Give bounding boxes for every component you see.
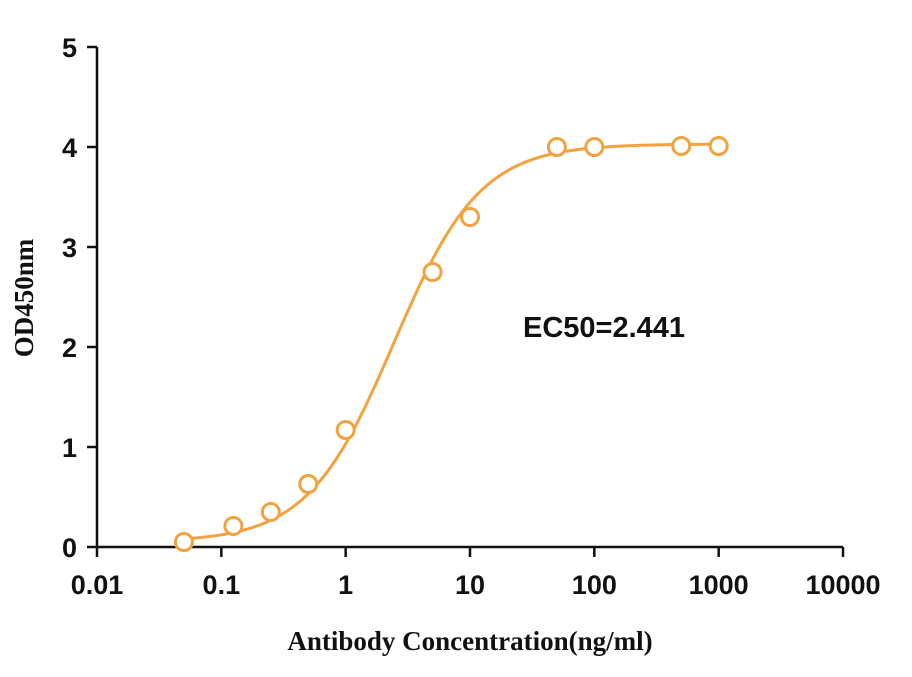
data-point xyxy=(671,136,692,156)
data-point xyxy=(173,532,194,552)
y-tick-label: 3 xyxy=(62,233,77,263)
data-point xyxy=(422,262,443,282)
data-points-layer xyxy=(173,136,729,552)
data-point xyxy=(584,137,605,157)
data-point xyxy=(335,420,356,440)
data-point xyxy=(460,207,480,227)
x-tick-label: 0.1 xyxy=(203,570,241,600)
y-tick-label: 0 xyxy=(62,533,77,563)
x-tick-label: 0.01 xyxy=(71,570,124,600)
x-axis-title: Antibody Concentration(ng/ml) xyxy=(287,626,652,656)
axes: 0.01 0.1 1 10 100 1000 10000 0 1 2 3 4 5 xyxy=(62,33,881,600)
data-point xyxy=(260,502,281,522)
y-tick-label: 2 xyxy=(62,333,77,363)
x-tick-label: 100 xyxy=(572,570,617,600)
data-point xyxy=(708,136,729,156)
y-tick-label: 5 xyxy=(62,33,77,63)
y-tick-label: 4 xyxy=(62,133,77,163)
x-tick-label: 10 xyxy=(455,570,485,600)
x-tick-label: 10000 xyxy=(805,570,880,600)
data-point xyxy=(298,474,319,494)
ec50-annotation: EC50=2.441 xyxy=(523,312,685,344)
x-tick-label: 1 xyxy=(338,570,353,600)
data-point xyxy=(546,137,567,157)
data-point xyxy=(223,516,244,536)
y-axis-title: OD450nm xyxy=(9,238,39,357)
y-tick-label: 1 xyxy=(62,433,77,463)
x-tick-label: 1000 xyxy=(689,570,749,600)
